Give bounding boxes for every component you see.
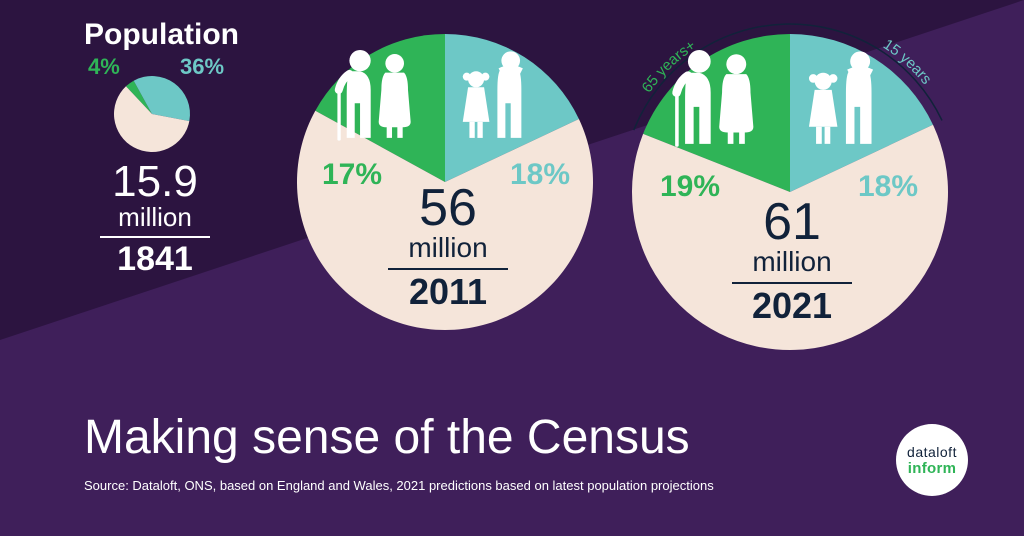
headline: Making sense of the Census <box>84 410 690 465</box>
population-title: Population <box>84 18 239 52</box>
pie-2021-pop-year: 2021 <box>722 288 862 324</box>
pie-2011-pct-0: 17% <box>322 158 382 192</box>
pie-1841-population: 15.9million 1841 <box>85 160 225 276</box>
logo-line2: inform <box>908 460 956 477</box>
pie-2011-pop-value: 56 <box>378 182 518 234</box>
pie-1841-pop-value: 15.9 <box>85 160 225 204</box>
pie-1841-ext-pct-1: 36% <box>180 54 224 80</box>
source-text: Source: Dataloft, ONS, based on England … <box>84 478 714 493</box>
dataloft-logo: dataloftinform <box>896 424 968 496</box>
pie-2011-pct-1: 18% <box>510 158 570 192</box>
pie-1841-pop-divider <box>100 236 210 238</box>
pie-2011-pop-unit: million <box>378 234 518 262</box>
logo-line1: dataloft <box>907 444 957 460</box>
pie-1841-pop-unit: million <box>85 204 225 230</box>
pie-2011-pop-divider <box>388 268 508 270</box>
pie-2021-pop-value: 61 <box>722 196 862 248</box>
pie-2021-population: 61million 2021 <box>722 196 862 324</box>
pie-1841-svg <box>114 76 190 152</box>
pie-1841-ext-pct-0: 4% <box>88 54 120 80</box>
pie-1841 <box>114 76 190 152</box>
pie-2021-pop-unit: million <box>722 248 862 276</box>
pie-2011-population: 56million 2011 <box>378 182 518 310</box>
pie-2021-pop-divider <box>732 282 852 284</box>
pie-2021-pct-0: 19% <box>660 170 720 204</box>
pie-2021-pct-1: 18% <box>858 170 918 204</box>
pie-1841-pop-year: 1841 <box>85 242 225 276</box>
pie-2011-pop-year: 2011 <box>378 274 518 310</box>
